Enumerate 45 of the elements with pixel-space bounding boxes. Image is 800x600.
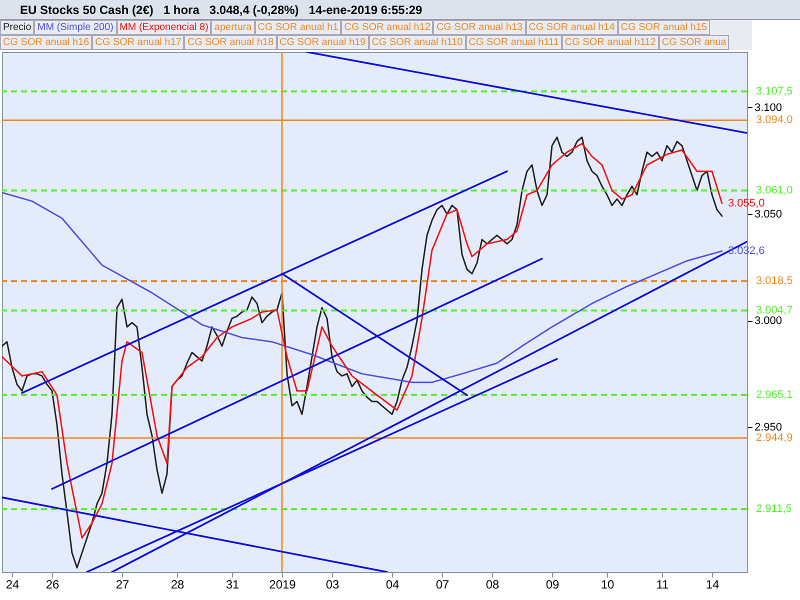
ref-line-label: 3.004,7 [756, 304, 793, 317]
ref-line-label: 3.061,0 [756, 184, 793, 197]
text: CG SOR anual h15 [618, 20, 710, 35]
text: CG SOR anual h1 [254, 20, 342, 35]
ref-line-label: 2.911,5 [756, 503, 792, 516]
text: CG SOR anual h17 [92, 35, 184, 50]
y-tick-label: 3.050 [754, 208, 782, 220]
x-tick-label: 11 [656, 578, 670, 592]
ref-line-label: 3.107,5 [756, 85, 793, 98]
text: MM (Exponencial 8) [116, 20, 212, 35]
y-tick-label: 3.000 [754, 315, 782, 328]
text: CG SOR anual h111 [466, 35, 562, 50]
x-tick-label: 10 [600, 578, 614, 592]
text: CG SOR anual h13 [433, 20, 526, 35]
x-tick-label: 14 [706, 578, 720, 592]
x-tick-label: 09 [546, 578, 560, 592]
ref-line-label: 3.094,0 [756, 114, 793, 126]
x-tick-label: 26 [46, 578, 60, 592]
text: MM (Simple 200) [34, 20, 116, 35]
x-tick-label: 2019 [269, 578, 296, 592]
x-tick-label: 27 [116, 578, 130, 592]
text: CG SOR anua [658, 35, 730, 50]
text: Precio [0, 20, 34, 35]
x-tick-label: 07 [436, 578, 450, 592]
x-tick-label: 31 [226, 578, 240, 592]
text: CG SOR anual h19 [276, 35, 369, 50]
text: CG SOR anual h110 [368, 35, 466, 50]
text: apertura [211, 20, 255, 35]
x-tick-label: 24 [6, 578, 20, 592]
x-tick-label: 03 [326, 578, 340, 592]
x-tick-label: 04 [386, 578, 400, 592]
text: CG SOR anual h18 [184, 35, 277, 50]
chart-title: EU Stocks 50 Cash (2€) 1 hora 3.048,4 (-0,28%) 14-ene-2019 6:55:29 [0, 0, 800, 20]
x-tick-label: 28 [170, 578, 184, 592]
x-tick-label: 08 [486, 578, 500, 592]
y-tick-label: 2.950 [754, 422, 782, 434]
ref-line-label: 2.944,9 [756, 432, 793, 444]
data-label: 3.055,0 [728, 197, 765, 210]
ref-line-label: 2.965,1 [756, 388, 793, 401]
ref-line-label: 3.018,5 [756, 275, 793, 288]
text: CG SOR anual h112 [562, 35, 659, 50]
text: CG SOR anual h14 [526, 20, 618, 35]
text: CG SOR anual h16 [0, 35, 92, 50]
text: CG SOR anual h12 [341, 20, 434, 35]
y-tick-label: 3.100 [754, 102, 782, 114]
